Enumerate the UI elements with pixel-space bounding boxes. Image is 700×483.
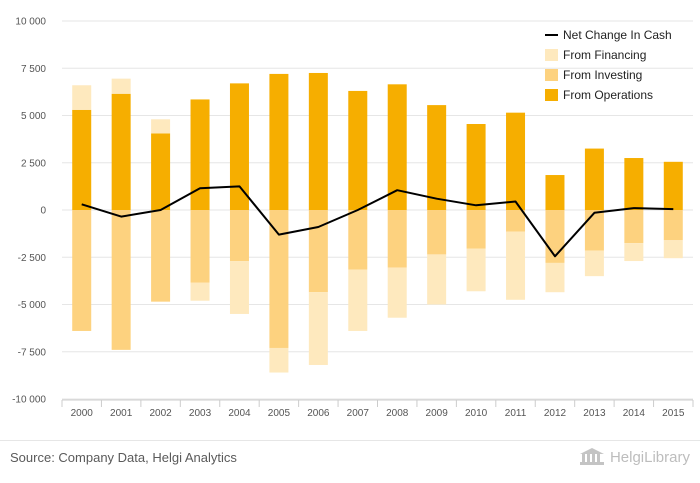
- bar-from-financing: [663, 240, 683, 259]
- bar-from-investing: [269, 210, 289, 348]
- bar-from-investing: [466, 210, 486, 249]
- bar-from-operations: [111, 93, 131, 210]
- y-tick-label: -5 000: [18, 300, 47, 311]
- bar-from-operations: [190, 99, 210, 210]
- bar-from-operations: [624, 158, 644, 210]
- bar-from-investing: [111, 210, 131, 350]
- brand-name: HelgiLibrary: [609, 448, 690, 466]
- bar-from-operations: [584, 148, 604, 210]
- x-tick-label: 2010: [465, 408, 488, 419]
- bar-from-operations: [466, 124, 486, 210]
- x-tick-label: 2008: [386, 408, 409, 419]
- y-tick-label: -2 500: [18, 253, 47, 264]
- x-tick-label: 2003: [189, 408, 212, 419]
- legend-label: From Operations: [563, 88, 653, 102]
- series-line-net-change-in-cash: [81, 185, 674, 258]
- y-tick-label: 10 000: [15, 17, 46, 28]
- bar-from-financing: [624, 243, 644, 262]
- x-tick-label: 2009: [426, 408, 449, 419]
- bar-from-operations: [387, 84, 407, 210]
- legend-label: From Financing: [563, 48, 646, 62]
- bar-from-operations: [545, 175, 565, 210]
- bar-from-investing: [624, 210, 644, 244]
- brand-logo: HelgiLibrary: [579, 448, 690, 466]
- y-tick-label: -10 000: [12, 395, 46, 406]
- bar-from-financing: [308, 292, 328, 365]
- bar-from-operations: [269, 73, 289, 210]
- bar-from-financing: [506, 231, 526, 300]
- y-tick-label: 0: [40, 206, 46, 217]
- bar-from-financing: [151, 119, 171, 134]
- bar-from-operations: [151, 133, 171, 210]
- x-tick-label: 2006: [307, 408, 330, 419]
- bar-from-financing: [229, 261, 249, 314]
- legend-label: Net Change In Cash: [563, 28, 672, 42]
- bar-from-investing: [348, 210, 368, 270]
- bar-from-operations: [348, 90, 368, 210]
- x-tick-label: 2012: [544, 408, 567, 419]
- bar-from-financing: [190, 282, 210, 301]
- x-tick-label: 2000: [71, 408, 94, 419]
- bar-from-operations: [72, 109, 92, 210]
- bar-from-investing: [190, 210, 210, 283]
- cash-flow-chart: 10 000 7 500 5 000 2 500 0 -2 500 -5 000 -7 500…: [12, 17, 694, 419]
- x-tick-label: 2004: [228, 408, 251, 419]
- y-tick-label: -7 500: [18, 347, 47, 358]
- bar-from-operations: [663, 161, 683, 210]
- bar-from-financing: [545, 262, 565, 293]
- bar-from-financing: [269, 347, 289, 373]
- bar-from-investing: [72, 210, 92, 331]
- bar-from-operations: [506, 112, 526, 210]
- legend-swatch: [545, 89, 558, 101]
- y-tick-label: 2 500: [21, 158, 46, 169]
- bar-from-investing: [387, 210, 407, 268]
- x-tick-label: 2015: [662, 408, 685, 419]
- bar-from-financing: [584, 250, 604, 277]
- footer-divider: [0, 440, 700, 441]
- bar-from-investing: [584, 210, 604, 251]
- bar-from-investing: [663, 210, 683, 241]
- x-tick-label: 2011: [505, 408, 527, 419]
- bar-from-financing: [427, 254, 447, 305]
- bar-from-investing: [229, 210, 249, 262]
- bar-from-investing: [427, 210, 447, 255]
- x-tick-label: 2014: [623, 408, 646, 419]
- bar-from-financing: [72, 85, 92, 110]
- bar-from-operations: [427, 105, 447, 210]
- x-tick-label: 2005: [268, 408, 291, 419]
- x-tick-label: 2013: [583, 408, 606, 419]
- bar-from-operations: [229, 83, 249, 210]
- x-tick-label: 2007: [347, 408, 370, 419]
- bar-from-financing: [111, 78, 131, 94]
- legend-swatch: [545, 49, 558, 61]
- bar-from-investing: [308, 210, 328, 293]
- legend-swatch: [545, 69, 558, 81]
- bar-from-operations: [308, 72, 328, 210]
- bar-from-financing: [348, 269, 368, 331]
- bar-from-financing: [387, 267, 407, 318]
- x-tick-label: 2002: [149, 408, 172, 419]
- bar-from-investing: [506, 210, 526, 232]
- source-note: Source: Company Data, Helgi Analytics: [10, 450, 237, 465]
- bar-from-investing: [151, 210, 171, 302]
- y-tick-label: 7 500: [21, 64, 46, 75]
- y-tick-label: 5 000: [21, 111, 46, 122]
- library-logo-icon: [579, 448, 604, 465]
- bar-from-financing: [466, 248, 486, 292]
- legend-label: From Investing: [563, 68, 642, 82]
- x-tick-label: 2001: [110, 408, 133, 419]
